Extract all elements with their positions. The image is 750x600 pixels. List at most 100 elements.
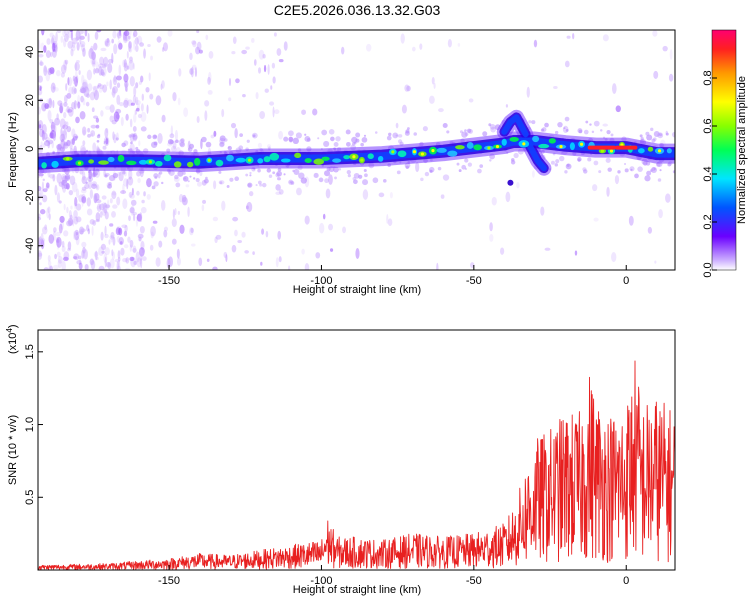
spectrogram-speckle [123, 33, 128, 43]
spectrogram-ridge-blob [455, 145, 465, 150]
spectrogram-speckle [136, 213, 142, 222]
spectrogram-ridge-peak [420, 152, 425, 156]
spectrogram-speckle [109, 79, 112, 90]
spectrogram-halo [107, 183, 113, 189]
spectrogram-speckle [177, 210, 181, 215]
spectrogram-halo [634, 173, 639, 179]
spectrogram-speckle [143, 191, 146, 197]
spectrogram-halo [239, 133, 243, 137]
spectrogram-speckle [38, 252, 43, 257]
spectrogram-speckle [128, 169, 133, 180]
spectrogram-speckle [81, 44, 86, 52]
snr-y-axis: 0.5 1.0 1.5 [24, 344, 43, 505]
spectrogram-speckle [44, 102, 49, 110]
spectrogram-halo [306, 138, 311, 142]
spectrogram-speckle [123, 59, 127, 68]
spectrogram-speckle [564, 60, 570, 68]
spectrogram-speckle [78, 226, 85, 235]
spectrogram-ridge-peak [657, 149, 662, 153]
spectrogram-speckle [93, 193, 98, 204]
spectrogram-speckle [251, 37, 255, 43]
spectrogram-halo [330, 136, 335, 142]
spectrogram-speckle [80, 95, 84, 103]
spectrogram-ridge-blob [473, 144, 482, 151]
spectrogram-halo [544, 122, 549, 128]
spectrogram-halo [247, 183, 252, 187]
spectrogram-halo [252, 134, 256, 138]
spectrogram-speckle [118, 171, 124, 182]
spectrogram-halo [360, 142, 364, 147]
spectrogram-speckle [234, 128, 238, 139]
spectrogram-speckle [57, 256, 63, 264]
spectrogram-halo [266, 168, 271, 173]
spectrogram-speckle [130, 199, 137, 206]
spectrogram-halo [355, 132, 361, 138]
spectrogram-speckle [138, 247, 145, 257]
spectrogram-speckle [114, 258, 121, 263]
colorbar-ticks: 0.0 0.2 0.4 0.6 0.8 [702, 70, 717, 278]
spectrogram-halo [361, 136, 368, 143]
spectrogram-speckle [51, 34, 56, 46]
spectrogram-speckle [117, 256, 121, 262]
spectrogram-ridge-peak [247, 158, 252, 162]
spectrogram-halo [459, 130, 463, 134]
spectrogram-halo [649, 169, 653, 173]
spectrogram-halo [490, 126, 497, 133]
spectrogram-speckle [118, 259, 121, 270]
spectrogram-speckle [38, 75, 43, 83]
spectrogram-speckle [128, 147, 134, 152]
colorbar-tick-label: 0.8 [702, 70, 714, 85]
spectrogram-speckle [93, 115, 99, 119]
spectrogram-halo [406, 127, 410, 130]
spectrogram-halo [195, 177, 200, 183]
spectrogram-halo [91, 172, 97, 178]
spectrogram-speckle [198, 49, 203, 54]
spectrogram-halo [468, 128, 473, 134]
spectrogram-speckle [662, 45, 668, 52]
spectrogram-speckle [207, 89, 213, 95]
spectrogram-speckle [265, 230, 269, 238]
spectrogram-speckle [89, 258, 95, 266]
spectrogram-speckle [47, 254, 51, 262]
spectrogram-halo [672, 170, 675, 174]
spectrogram-speckle [38, 39, 41, 51]
spectrogram-speckle [38, 216, 42, 221]
spectrogram-speckle [100, 47, 107, 52]
spectrogram-y-tick-label: -20 [24, 189, 36, 205]
spectrogram-speckle [38, 236, 42, 246]
spectrogram-halo [317, 137, 320, 140]
spectrogram-speckle [102, 63, 106, 69]
spectrogram-speckle [87, 127, 91, 133]
spectrogram-halo [464, 132, 469, 137]
spectrogram-halo [429, 166, 435, 173]
spectrogram-speckle [56, 239, 60, 244]
spectrogram-speckle [147, 43, 151, 48]
spectrogram-speckle [252, 251, 255, 255]
snr-x-tick-label: -50 [466, 575, 482, 587]
spectrogram-speckle [39, 128, 44, 138]
spectrogram-ridge-blob [666, 148, 672, 154]
spectrogram-halo [422, 126, 428, 132]
spectrogram-speckle [48, 213, 51, 221]
spectrogram-halo [272, 171, 276, 175]
spectrogram-halo [577, 158, 581, 162]
spectrogram-speckle [117, 30, 120, 41]
spectrogram-speckle [84, 263, 89, 270]
spectrogram-speckle [38, 238, 45, 247]
spectrogram-ridge-peak [148, 160, 152, 164]
spectrogram-speckle [277, 177, 281, 181]
spectrogram-speckle [136, 107, 140, 112]
spectrogram-speckle [146, 178, 152, 188]
spectrogram-ridge-blob [235, 157, 246, 163]
spectrogram-halo [45, 140, 49, 143]
spectrogram-speckle [75, 216, 82, 223]
spectrogram-speckle [49, 51, 53, 58]
spectrogram-halo [153, 141, 158, 146]
spectrogram-speckle [129, 118, 133, 128]
spectrogram-speckle [78, 255, 82, 260]
spectrogram-speckle [110, 235, 113, 243]
spectrogram-speckle [56, 192, 61, 203]
spectrogram-speckle [278, 59, 284, 63]
spectrogram-speckle [241, 231, 246, 238]
spectrogram-speckle [108, 239, 111, 245]
